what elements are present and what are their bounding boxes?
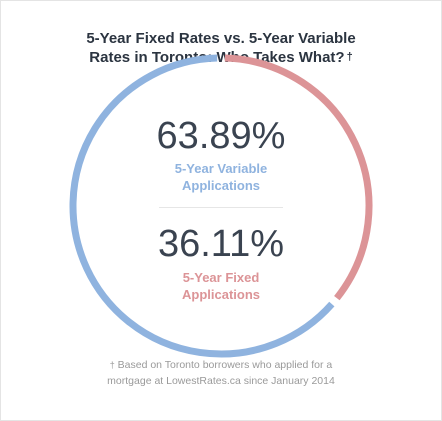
variable-slice-arc [69, 54, 335, 358]
ring-arcs [69, 54, 373, 358]
center-divider [159, 207, 283, 208]
footnote-dagger-mark: † [109, 360, 115, 370]
title-dagger-mark: † [346, 51, 353, 63]
fixed-label-line2: Applications [181, 287, 260, 302]
footnote: † Based on Toronto borrowers who applied… [0, 357, 442, 389]
footnote-line1: Based on Toronto borrowers who applied f… [117, 359, 333, 371]
variable-label-line1: 5-Year Variable [174, 161, 268, 176]
footnote-line2: mortgage at LowestRates.ca since January… [107, 375, 335, 387]
fixed-label-line1: 5-Year Fixed [182, 270, 260, 285]
variable-percent: 63.89% [156, 115, 286, 157]
chart-title-line1: 5-Year Fixed Rates vs. 5-Year Variable [86, 30, 356, 47]
fixed-slice-arc [224, 54, 373, 301]
variable-label-line2: Applications [181, 178, 260, 193]
fixed-percent: 36.11% [157, 223, 285, 265]
footnote-line1-wrap: † Based on Toronto borrowers who applied… [0, 357, 442, 373]
